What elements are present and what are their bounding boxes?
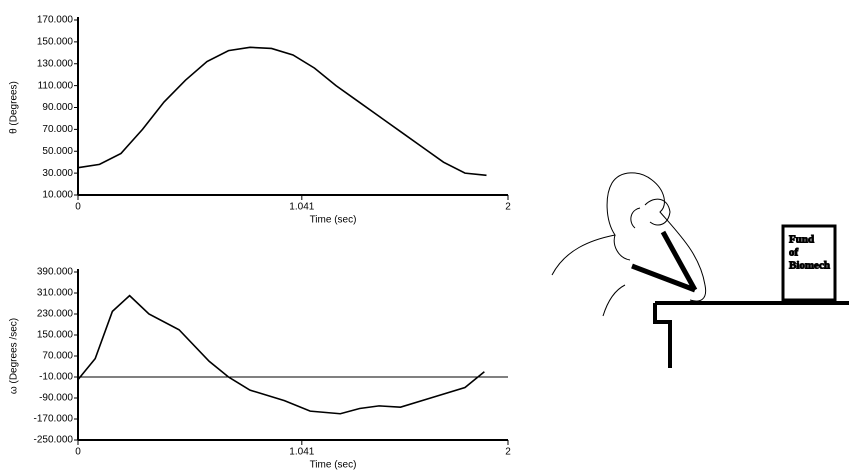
illustration: Fund of Biomech <box>552 173 849 368</box>
hand <box>645 199 670 225</box>
y-tick-label: 150.000 <box>37 37 74 48</box>
y-tick-label: 70.000 <box>42 124 73 135</box>
sign-text: of <box>789 247 799 259</box>
y-tick-label: 70.000 <box>42 351 73 362</box>
x-tick-label: 2 <box>505 447 511 458</box>
y-tick-label: 170.000 <box>37 15 74 26</box>
y-tick-label: -90.000 <box>39 393 73 404</box>
y-tick-label: 150.000 <box>37 330 74 341</box>
y-tick-label: 310.000 <box>37 288 74 299</box>
y-tick-label: 110.000 <box>38 80 74 91</box>
x-axis-label: Time (sec) <box>310 215 357 226</box>
y-tick-label: -170.000 <box>34 414 74 425</box>
x-tick-label: 1.041 <box>289 202 314 213</box>
x-tick-label: 0 <box>75 447 81 458</box>
line-series <box>78 296 484 414</box>
person-detail <box>603 208 640 316</box>
y-axis-label: ω (Degrees /sec) <box>9 318 20 394</box>
y-tick-label: 10.000 <box>42 190 73 201</box>
page: Fund of Biomech 10.000 30.000 50.000 70.000… <box>0 0 849 476</box>
x-axis-label: Time (sec) <box>310 460 357 471</box>
x-tick-label: 0 <box>75 202 81 213</box>
y-axis-label: θ (Degrees) <box>9 81 20 134</box>
person <box>552 173 706 301</box>
y-tick-label: 130.000 <box>37 58 74 69</box>
y-tick-label: 50.000 <box>42 146 73 157</box>
arm <box>632 232 695 290</box>
x-tick-label: 2 <box>505 202 511 213</box>
y-tick-label: 30.000 <box>42 168 73 179</box>
sign-text: Fund <box>789 234 814 246</box>
y-tick-label: 90.000 <box>42 102 73 113</box>
y-tick-label: -10.000 <box>39 372 73 383</box>
x-tick-label: 1.041 <box>289 447 314 458</box>
line-series <box>78 47 487 175</box>
chart: Fund of Biomech 10.000 30.000 50.000 70.000… <box>0 0 849 476</box>
table <box>655 303 849 368</box>
y-tick-label: 390.000 <box>37 267 74 278</box>
sign-text: Biomech <box>789 260 830 272</box>
y-tick-label: 230.000 <box>37 309 74 320</box>
y-tick-label: -250.000 <box>34 435 74 446</box>
